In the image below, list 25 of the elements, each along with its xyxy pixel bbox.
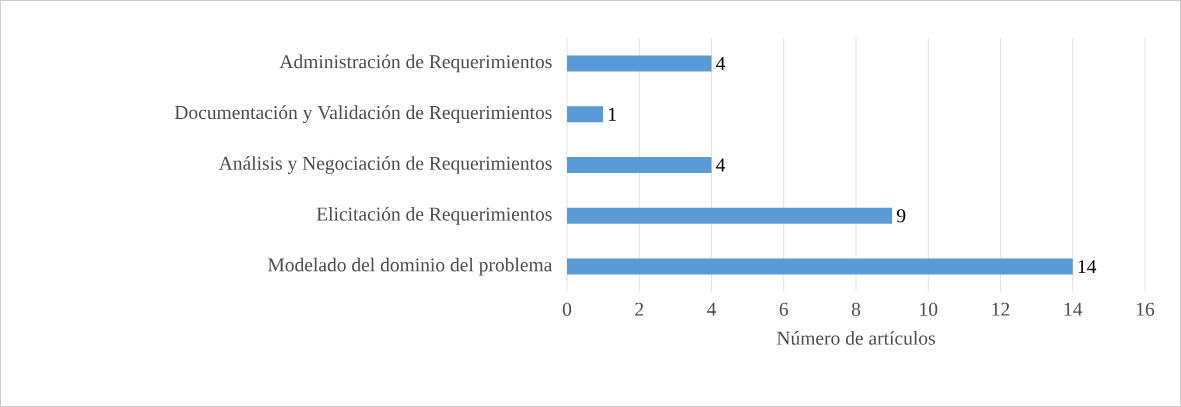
x-tick-label: 8: [851, 302, 861, 316]
x-axis-title: Número de artículos: [776, 331, 935, 345]
x-tick-label: 4: [707, 302, 717, 316]
x-tick-label: 16: [1136, 302, 1155, 316]
bar: [567, 55, 712, 72]
y-tick-label: Análisis y Negociación de Requerimientos: [218, 156, 552, 174]
bar: [567, 157, 712, 173]
x-tick-label: 0: [562, 302, 572, 316]
data-label: 9: [896, 209, 906, 223]
data-label: 14: [1078, 260, 1097, 274]
y-tick-label: Elicitación de Requerimientos: [316, 206, 552, 225]
x-tick-label: 2: [635, 302, 644, 316]
y-tick-label: Modelado del dominio del problema: [268, 257, 553, 276]
bar: [567, 106, 604, 123]
data-label: 4: [716, 158, 726, 172]
y-tick-label: Documentación y Validación de Requerimientos: [174, 105, 552, 124]
y-tick-label: Administración de Requerimientos: [279, 54, 552, 73]
x-tick-label: 14: [1064, 302, 1083, 316]
data-label: 4: [716, 56, 726, 70]
data-label: 1: [609, 107, 616, 121]
x-tick-label: 6: [779, 302, 789, 316]
x-tick-label: 12: [992, 302, 1010, 316]
bar: [567, 258, 1073, 275]
x-tick-label: 10: [920, 302, 938, 316]
bar: [567, 207, 893, 224]
